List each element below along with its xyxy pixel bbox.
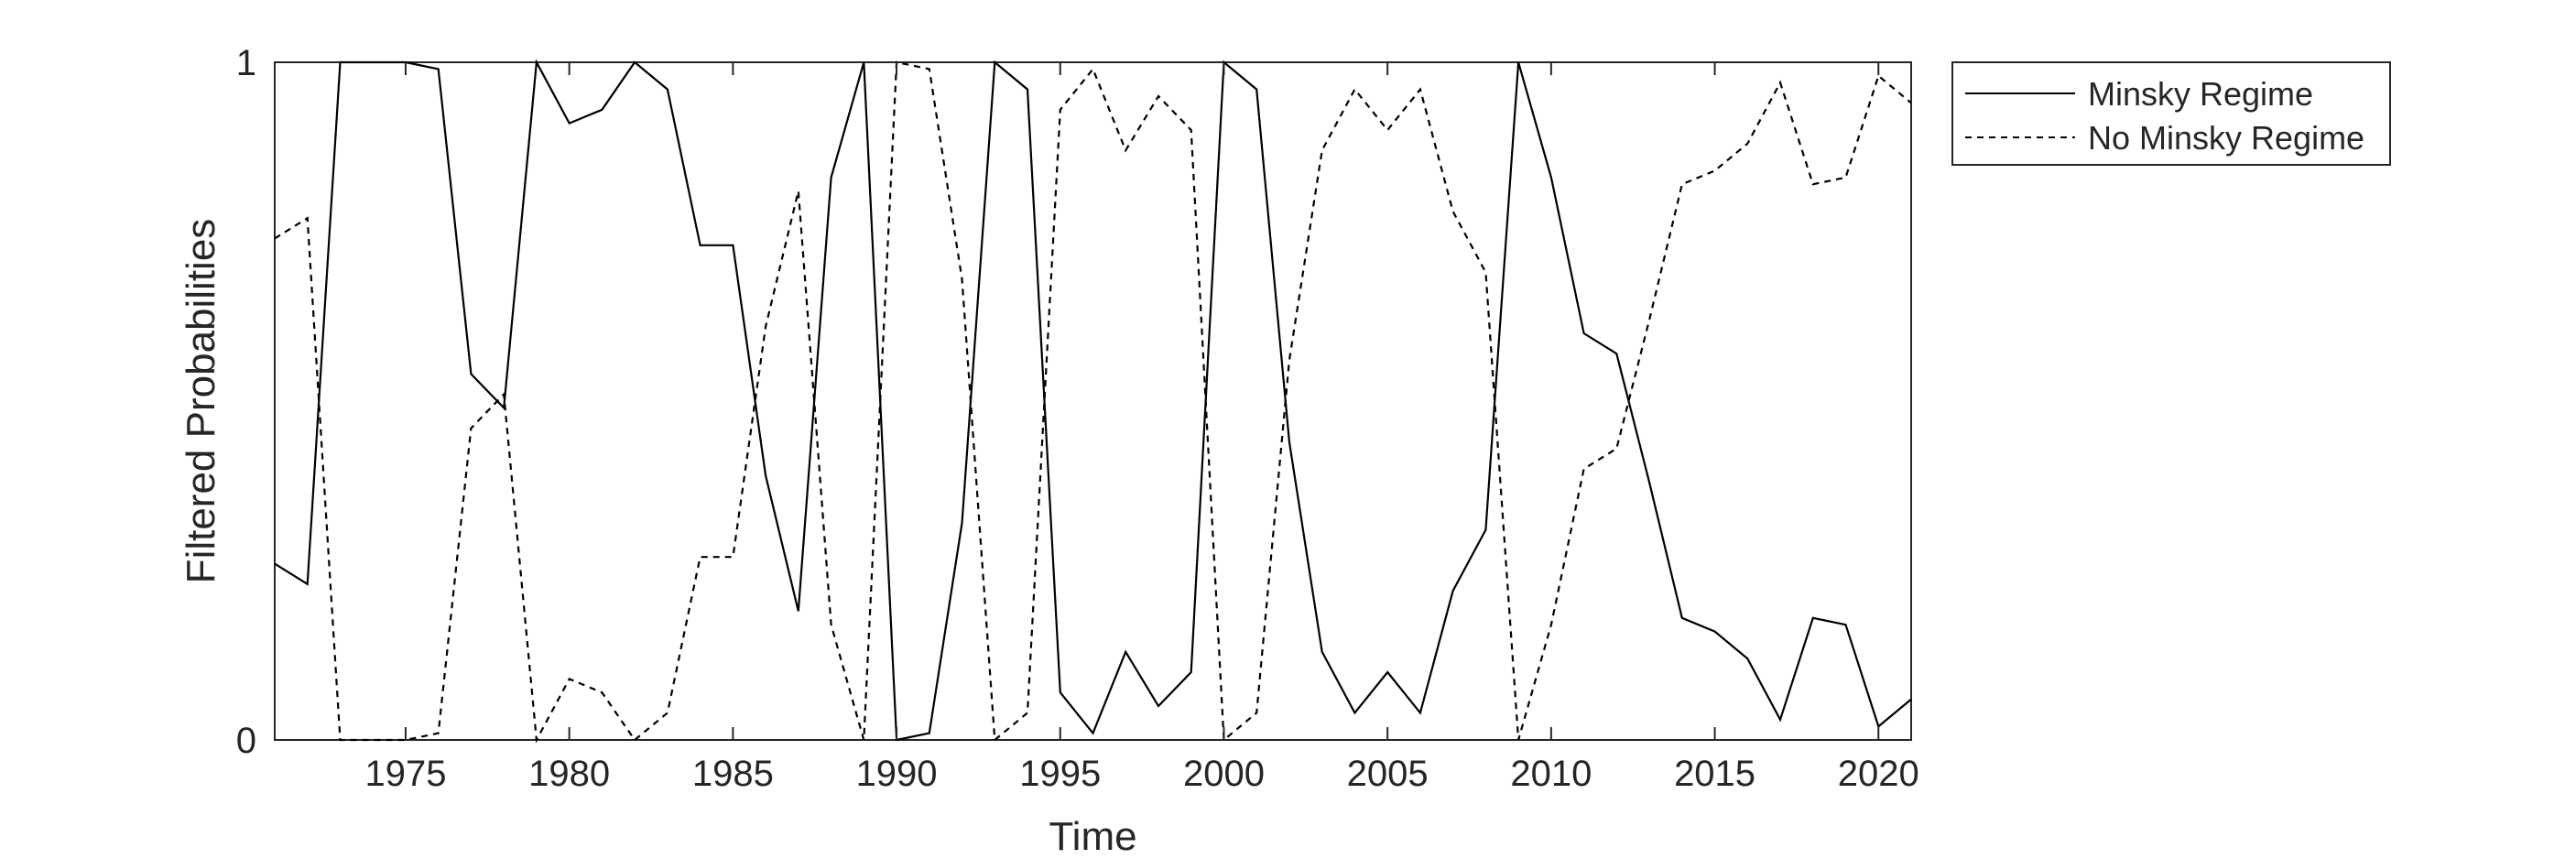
y-axis: 01 xyxy=(236,43,1911,761)
x-tick-label: 2005 xyxy=(1347,754,1429,794)
y-tick-label: 1 xyxy=(236,43,256,83)
x-axis: 1975 1980 1985 1990 1995 2000 2005 2010 2015 2020 xyxy=(364,62,1919,794)
x-tick-label: 2015 xyxy=(1674,754,1755,794)
legend: Minsky Regime No Minsky Regime xyxy=(1951,61,2391,166)
x-tick-label: 1985 xyxy=(692,754,774,794)
y-tick-label: 0 xyxy=(236,721,256,761)
legend-label-no-minsky-regime: No Minsky Regime xyxy=(2088,119,2364,157)
legend-box xyxy=(1951,61,2391,166)
y-axis-label: Filtered Probabilities xyxy=(179,219,223,584)
x-tick-label: 2020 xyxy=(1838,754,1919,794)
legend-label-minsky-regime: Minsky Regime xyxy=(2088,75,2313,113)
plot-area: 1975 1980 1985 1990 1995 2000 2005 2010 2015 2020… xyxy=(236,43,1919,794)
series-line-no-minsky-regime xyxy=(274,60,1912,744)
x-tick-label: 1975 xyxy=(364,754,446,794)
axes-box xyxy=(274,61,1912,741)
x-tick-label: 2000 xyxy=(1183,754,1265,794)
series-line-minsky-regime xyxy=(274,59,1912,742)
x-tick-label: 1980 xyxy=(528,754,610,794)
series-layer xyxy=(274,59,1912,744)
x-tick-label: 1990 xyxy=(856,754,938,794)
x-axis-label: Time xyxy=(1049,814,1136,859)
x-tick-label: 2010 xyxy=(1510,754,1592,794)
x-tick-label: 1995 xyxy=(1019,754,1101,794)
